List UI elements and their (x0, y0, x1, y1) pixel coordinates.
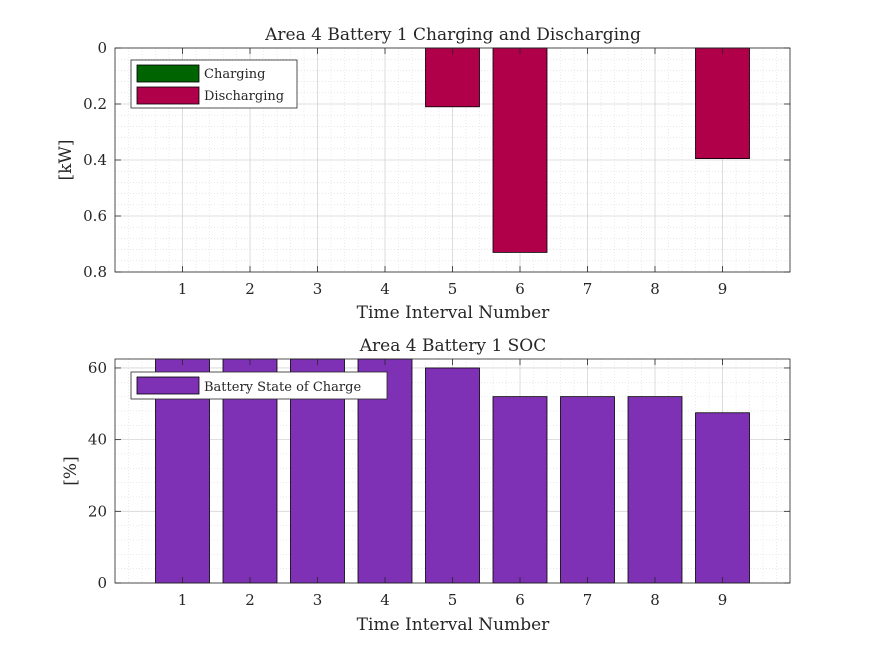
soc-bar-battery-state-of-charge-7 (560, 396, 615, 584)
x-tick-label: 8 (650, 591, 660, 609)
x-tick-label: 3 (313, 591, 323, 609)
y-tick-label: 20 (88, 502, 107, 520)
soc-xticks: 1 2 3 4 5 6 7 8 9 (178, 359, 728, 609)
x-tick-label: 2 (245, 280, 255, 298)
charging-discharging-bar-discharging-9 (695, 47, 750, 159)
x-tick-label: 3 (313, 280, 323, 298)
x-tick-label: 6 (515, 280, 525, 298)
soc-ylabel: [%] (61, 456, 81, 485)
y-tick-label: 60 (88, 359, 107, 377)
charging-discharging-xlabel: Time Interval Number (357, 303, 551, 323)
soc-yticks: 0 20 40 60 (88, 359, 790, 592)
x-tick-label: 6 (515, 591, 525, 609)
charging-discharging-title: Area 4 Battery 1 Charging and Dischargin… (264, 25, 641, 45)
x-tick-label: 1 (178, 280, 188, 298)
y-tick-label: 0 (97, 574, 107, 592)
y-tick-label: 0.6 (83, 207, 107, 225)
soc-xlabel: Time Interval Number (357, 615, 551, 635)
x-tick-label: 1 (178, 591, 188, 609)
y-tick-label: 40 (88, 431, 107, 449)
x-tick-label: 9 (718, 280, 728, 298)
soc-bar-battery-state-of-charge-8 (627, 396, 683, 584)
charging-discharging-bar-discharging-6 (492, 47, 548, 253)
legend-label-charging: Charging (204, 67, 265, 82)
legend-swatch-charging (136, 64, 200, 83)
soc-legend: Battery State of Charge (130, 371, 388, 400)
x-tick-label: 7 (583, 280, 593, 298)
charging-discharging-bar-discharging-5 (425, 47, 480, 108)
soc-title: Area 4 Battery 1 SOC (359, 336, 547, 356)
charging-discharging-ylabel: [kW] (56, 139, 76, 180)
x-tick-label: 2 (245, 591, 255, 609)
x-tick-label: 5 (448, 591, 458, 609)
legend-label-discharging: Discharging (204, 89, 284, 104)
legend-label-soc: Battery State of Charge (204, 380, 361, 395)
x-tick-label: 8 (650, 280, 660, 298)
x-tick-label: 4 (380, 280, 390, 298)
soc-bar-battery-state-of-charge-9 (695, 412, 750, 584)
x-tick-label: 5 (448, 280, 458, 298)
charging-discharging-bars (425, 47, 750, 253)
y-tick-label: 0.4 (83, 151, 107, 169)
soc-bar-battery-state-of-charge-5 (425, 367, 480, 584)
legend-swatch-soc (136, 376, 200, 395)
charging-discharging-legend: Charging Discharging (130, 59, 298, 109)
y-tick-label: 0.2 (83, 95, 107, 113)
x-tick-label: 9 (718, 591, 728, 609)
charging-discharging-yticks: 0 0.2 0.4 0.6 0.8 (83, 39, 790, 281)
legend-swatch-discharging (136, 86, 200, 105)
y-tick-label: 0 (97, 39, 107, 57)
x-tick-label: 4 (380, 591, 390, 609)
soc-axes: 1 2 3 4 5 6 7 8 9 0 20 40 60 Area 4 Battery 1 SOC T… (61, 336, 791, 635)
charging-discharging-axes: 1 2 3 4 5 6 7 8 9 0 0.2 0.4 0.6 0.8 Area 4 Battery 1… (56, 25, 791, 323)
charging-discharging-xticks: 1 2 3 4 5 6 7 8 9 (178, 48, 728, 298)
soc-bar-battery-state-of-charge-6 (492, 396, 548, 584)
x-tick-label: 7 (583, 591, 593, 609)
y-tick-label: 0.8 (83, 263, 107, 281)
